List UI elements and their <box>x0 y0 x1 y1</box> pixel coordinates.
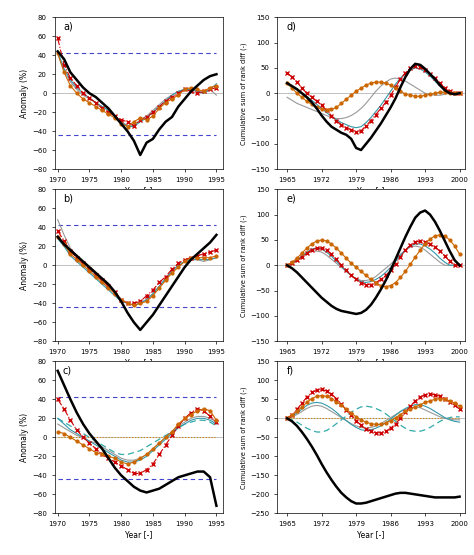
Y-axis label: Cumulative sum of rank diff (-): Cumulative sum of rank diff (-) <box>241 386 247 488</box>
X-axis label: Year [-]: Year [-] <box>125 358 152 367</box>
X-axis label: Year [-]: Year [-] <box>357 530 384 539</box>
Y-axis label: Cumulative sum of rank diff (-): Cumulative sum of rank diff (-) <box>241 214 247 316</box>
Text: e): e) <box>287 194 296 204</box>
X-axis label: Year [-]: Year [-] <box>125 186 152 195</box>
X-axis label: Year [-]: Year [-] <box>357 358 384 367</box>
Text: f): f) <box>287 366 294 376</box>
Y-axis label: Anomaly (%): Anomaly (%) <box>20 413 29 462</box>
Text: c): c) <box>63 366 72 376</box>
Text: a): a) <box>63 22 73 32</box>
X-axis label: Year [-]: Year [-] <box>125 530 152 539</box>
Text: d): d) <box>287 22 297 32</box>
X-axis label: Year [-]: Year [-] <box>357 186 384 195</box>
Y-axis label: Anomaly (%): Anomaly (%) <box>20 241 29 290</box>
Text: b): b) <box>63 194 73 204</box>
Y-axis label: Anomaly (%): Anomaly (%) <box>20 69 29 118</box>
Y-axis label: Cumulative sum of rank diff (-): Cumulative sum of rank diff (-) <box>241 42 247 144</box>
